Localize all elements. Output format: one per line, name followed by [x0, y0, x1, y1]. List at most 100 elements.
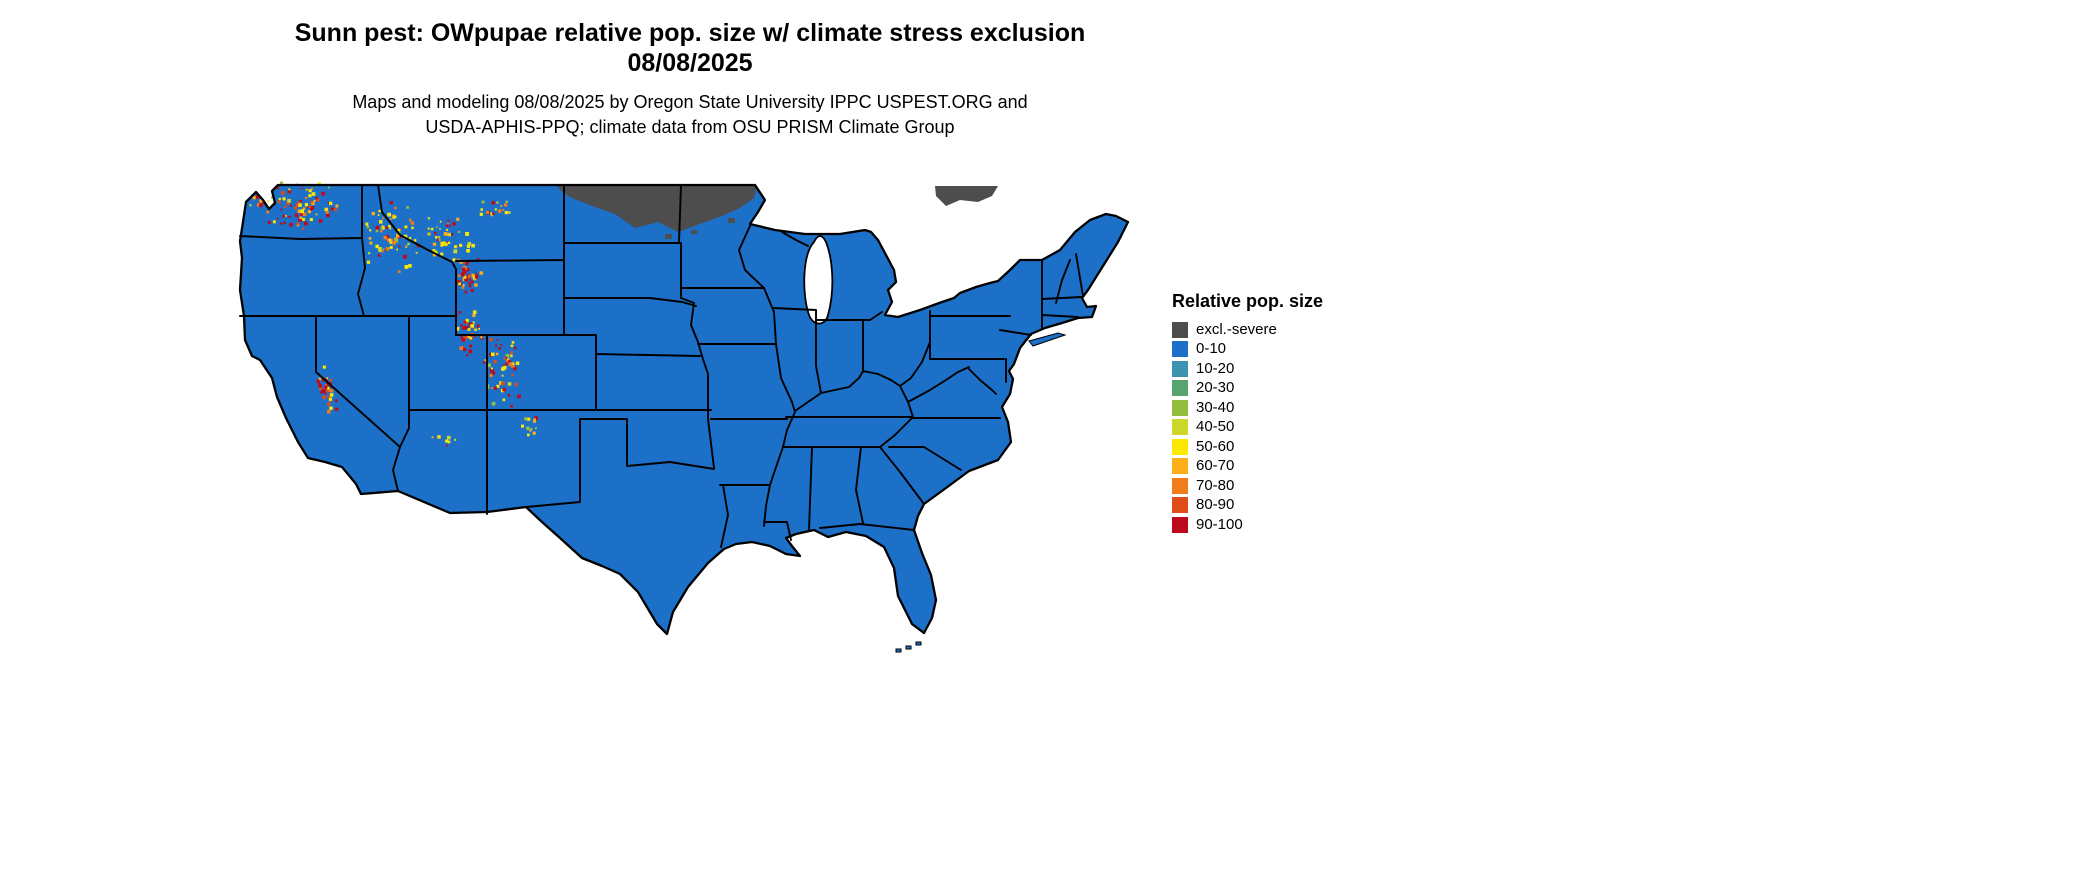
hotspot-pixel	[369, 241, 373, 245]
hotspot-pixel	[502, 398, 506, 402]
hotspot-pixel	[499, 381, 503, 385]
hotspot-pixel	[388, 224, 391, 228]
legend-swatch	[1172, 516, 1188, 533]
hotspot-pixel	[454, 245, 457, 249]
hotspot-pixel	[249, 204, 252, 207]
hotspot-pixel	[383, 235, 387, 240]
hotspot-pixel	[502, 365, 507, 370]
legend-row: 40-50	[1172, 418, 1323, 438]
exclusion-region-north	[557, 186, 757, 232]
legend-label: 80-90	[1196, 496, 1235, 514]
hotspot-pixel	[432, 253, 437, 257]
hotspot-pixel	[440, 252, 444, 256]
hotspot-pixel	[533, 418, 536, 421]
hotspot-pixel	[327, 186, 330, 189]
credit-block: Maps and modeling 08/08/2025 by Oregon S…	[40, 90, 1340, 140]
hotspot-pixel	[301, 187, 304, 190]
hotspot-pixel	[389, 227, 392, 230]
hotspot-pixel	[466, 244, 470, 248]
hotspot-pixel	[496, 384, 500, 388]
hotspot-pixel	[403, 254, 407, 259]
hotspot-pixel	[307, 210, 311, 214]
legend-row: 80-90	[1172, 496, 1323, 516]
hotspot-pixel	[476, 324, 480, 328]
hotspot-pixel	[394, 206, 397, 210]
hotspot-pixel	[443, 232, 448, 236]
legend-label: 20-30	[1196, 379, 1235, 397]
hotspot-pixel	[496, 201, 499, 204]
hotspot-pixel	[298, 203, 302, 207]
legend-swatch	[1172, 341, 1188, 358]
hotspot-pixel	[288, 188, 291, 191]
hotspot-pixel	[502, 209, 505, 211]
florida-keys	[895, 641, 922, 653]
hotspot-pixel	[282, 214, 286, 218]
hotspot-pixel	[465, 318, 469, 323]
hotspot-pixel	[329, 201, 333, 205]
hotspot-pixel	[259, 199, 263, 203]
hotspot-pixel	[334, 407, 339, 412]
hotspot-pixel	[329, 406, 333, 410]
hotspot-pixel	[458, 311, 462, 314]
hotspot-pixel	[287, 190, 292, 194]
hotspot-pixel	[446, 444, 448, 447]
hotspot-pixel	[500, 344, 503, 346]
hotspot-pixel	[252, 196, 256, 200]
hotspot-pixel	[463, 347, 467, 352]
hotspot-pixel	[480, 336, 484, 340]
hotspot-pixel	[375, 244, 379, 249]
hotspot-pixel	[504, 356, 507, 359]
hotspot-pixel	[462, 326, 466, 330]
hotspot-pixel	[415, 251, 418, 254]
hotspot-pixel	[380, 229, 383, 233]
legend-label: 30-40	[1196, 398, 1235, 416]
hotspot-pixel	[257, 203, 261, 207]
hotspot-pixel	[404, 226, 406, 229]
legend-row: 20-30	[1172, 379, 1323, 399]
hotspot-pixel	[472, 313, 476, 318]
title-block: Sunn pest: OWpupae relative pop. size w/…	[40, 18, 1340, 78]
hotspot-pixel	[310, 208, 313, 211]
hotspot-pixel	[385, 234, 389, 239]
hotspot-pixel	[468, 284, 472, 288]
hotspot-pixel	[464, 278, 468, 282]
hotspot-pixel	[308, 194, 312, 198]
legend-row: 0-10	[1172, 340, 1323, 360]
hotspot-pixel	[324, 377, 328, 381]
legend-row: excl.-severe	[1172, 320, 1323, 340]
hotspot-pixel	[300, 209, 304, 214]
hotspot-pixel	[388, 239, 392, 242]
hotspot-pixel	[479, 271, 483, 275]
hotspot-pixel	[527, 433, 530, 437]
hotspot-pixel	[438, 236, 441, 239]
hotspot-pixel	[460, 336, 464, 340]
hotspot-pixel	[484, 359, 487, 362]
hotspot-pixel	[392, 240, 396, 245]
hotspot-pixel	[515, 361, 520, 365]
hotspot-pixel	[470, 280, 474, 284]
legend-row: 10-20	[1172, 359, 1323, 379]
hotspot-pixel	[310, 187, 314, 190]
hotspot-pixel	[471, 273, 475, 278]
hotspot-pixel	[489, 337, 493, 342]
hotspot-pixel	[398, 245, 401, 248]
hotspot-pixel	[466, 249, 470, 253]
hotspot-pixel	[377, 254, 381, 257]
hotspot-pixel	[454, 438, 457, 441]
hotspot-pixel	[514, 346, 517, 350]
hotspot-pixel	[456, 217, 460, 221]
hotspot-pixel	[324, 386, 328, 389]
hotspot-pixel	[502, 364, 505, 367]
hotspot-pixel	[447, 232, 451, 237]
hotspot-pixel	[280, 208, 283, 211]
hotspot-pixel	[378, 249, 382, 252]
hotspot-pixel	[472, 321, 475, 324]
hotspot-pixel	[461, 272, 465, 276]
hotspot-pixel	[272, 220, 276, 224]
hotspot-pixel	[275, 185, 279, 190]
hotspot-pixel	[490, 212, 493, 215]
hotspot-pixel	[413, 239, 417, 242]
hotspot-pixel	[394, 238, 399, 243]
hotspot-pixel	[289, 204, 293, 207]
hotspot-pixel	[485, 210, 489, 214]
